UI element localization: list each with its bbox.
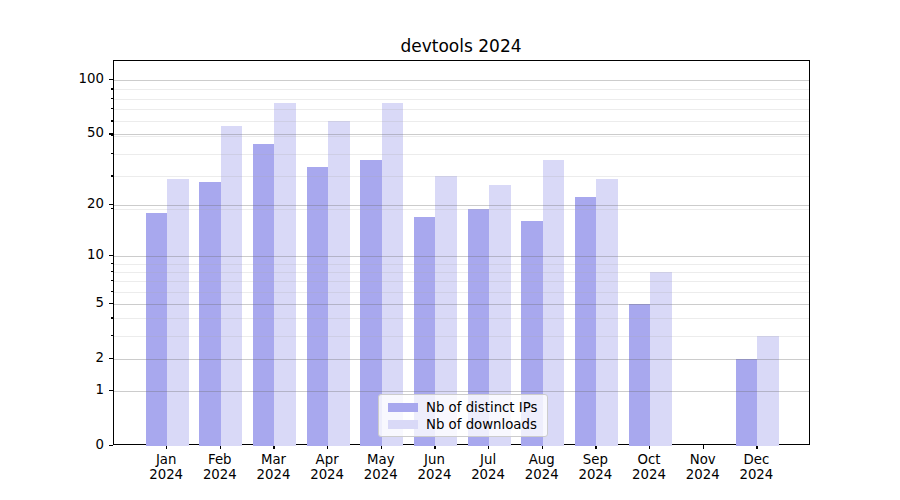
y-tick-mark-0 bbox=[109, 445, 113, 446]
x-tick-label-aug: Aug2024 bbox=[512, 452, 572, 482]
bar-distinct-ips-mar bbox=[253, 144, 275, 446]
bar-distinct-ips-feb bbox=[199, 182, 221, 446]
bar-downloads-apr bbox=[328, 121, 350, 446]
bars-layer bbox=[114, 61, 810, 444]
y-tick-label-5: 5 bbox=[0, 295, 104, 311]
x-tick-month: Nov bbox=[673, 452, 733, 467]
legend-item-distinct-ips: Nb of distinct IPs bbox=[388, 400, 547, 415]
x-tick-month: Jan bbox=[136, 452, 196, 467]
y-tick-label-1: 1 bbox=[0, 382, 104, 398]
y-tick-label-0: 0 bbox=[0, 437, 104, 453]
legend-label-downloads: Nb of downloads bbox=[426, 417, 537, 432]
x-tick-label-jun: Jun2024 bbox=[404, 452, 464, 482]
x-tick-label-mar: Mar2024 bbox=[243, 452, 303, 482]
y-tick-mark-10 bbox=[109, 255, 113, 256]
bar-distinct-ips-apr bbox=[307, 167, 329, 446]
legend: Nb of distinct IPs Nb of downloads bbox=[378, 394, 548, 437]
y-tick-label-100: 100 bbox=[0, 71, 104, 87]
x-tick-label-feb: Feb2024 bbox=[190, 452, 250, 482]
y-tick-label-2: 2 bbox=[0, 350, 104, 366]
y-tick-label-20: 20 bbox=[0, 196, 104, 212]
x-tick-month: Feb bbox=[190, 452, 250, 467]
x-tick-year: 2024 bbox=[404, 467, 464, 482]
y-tick-mark-2 bbox=[109, 358, 113, 359]
x-tick-label-jan: Jan2024 bbox=[136, 452, 196, 482]
x-tick-month: May bbox=[351, 452, 411, 467]
y-tick-mark-5 bbox=[109, 303, 113, 304]
y-tick-mark-100 bbox=[109, 79, 113, 80]
x-tick-year: 2024 bbox=[619, 467, 679, 482]
x-tick-label-apr: Apr2024 bbox=[297, 452, 357, 482]
x-tick-year: 2024 bbox=[351, 467, 411, 482]
bar-downloads-oct bbox=[650, 272, 672, 446]
x-tick-year: 2024 bbox=[565, 467, 625, 482]
x-tick-year: 2024 bbox=[673, 467, 733, 482]
x-tick-month: Dec bbox=[726, 452, 786, 467]
y-tick-label-10: 10 bbox=[0, 247, 104, 263]
bar-distinct-ips-dec bbox=[736, 359, 758, 446]
y-tick-mark-1 bbox=[109, 390, 113, 391]
bar-distinct-ips-jan bbox=[146, 213, 168, 446]
x-tick-month: Oct bbox=[619, 452, 679, 467]
chart-title: devtools 2024 bbox=[112, 36, 810, 56]
x-tick-year: 2024 bbox=[243, 467, 303, 482]
x-tick-year: 2024 bbox=[136, 467, 196, 482]
x-tick-month: Apr bbox=[297, 452, 357, 467]
x-tick-year: 2024 bbox=[726, 467, 786, 482]
x-tick-year: 2024 bbox=[458, 467, 518, 482]
x-tick-month: Sep bbox=[565, 452, 625, 467]
bar-distinct-ips-oct bbox=[629, 304, 651, 446]
legend-swatch-distinct-ips bbox=[388, 403, 418, 412]
x-tick-label-sep: Sep2024 bbox=[565, 452, 625, 482]
x-tick-mark-nov bbox=[703, 445, 704, 449]
plot-area: Nb of distinct IPs Nb of downloads bbox=[113, 60, 811, 445]
x-tick-year: 2024 bbox=[190, 467, 250, 482]
legend-item-downloads: Nb of downloads bbox=[388, 417, 547, 432]
bar-downloads-mar bbox=[274, 103, 296, 446]
x-tick-label-may: May2024 bbox=[351, 452, 411, 482]
legend-label-distinct-ips: Nb of distinct IPs bbox=[426, 400, 537, 415]
x-tick-label-oct: Oct2024 bbox=[619, 452, 679, 482]
x-tick-month: Mar bbox=[243, 452, 303, 467]
bar-downloads-dec bbox=[757, 336, 779, 446]
x-tick-label-nov: Nov2024 bbox=[673, 452, 733, 482]
y-tick-mark-20 bbox=[109, 204, 113, 205]
bar-downloads-feb bbox=[221, 126, 243, 446]
legend-swatch-downloads bbox=[388, 420, 418, 429]
x-tick-label-dec: Dec2024 bbox=[726, 452, 786, 482]
x-tick-month: Jul bbox=[458, 452, 518, 467]
x-tick-year: 2024 bbox=[512, 467, 572, 482]
x-tick-label-jul: Jul2024 bbox=[458, 452, 518, 482]
x-tick-year: 2024 bbox=[297, 467, 357, 482]
x-tick-month: Aug bbox=[512, 452, 572, 467]
figure: devtools 2024 Nb of distinct IPs Nb of d… bbox=[0, 0, 900, 500]
bar-distinct-ips-sep bbox=[575, 197, 597, 446]
x-tick-month: Jun bbox=[404, 452, 464, 467]
bar-downloads-jan bbox=[167, 179, 189, 446]
y-tick-label-50: 50 bbox=[0, 125, 104, 141]
bar-downloads-sep bbox=[596, 179, 618, 446]
